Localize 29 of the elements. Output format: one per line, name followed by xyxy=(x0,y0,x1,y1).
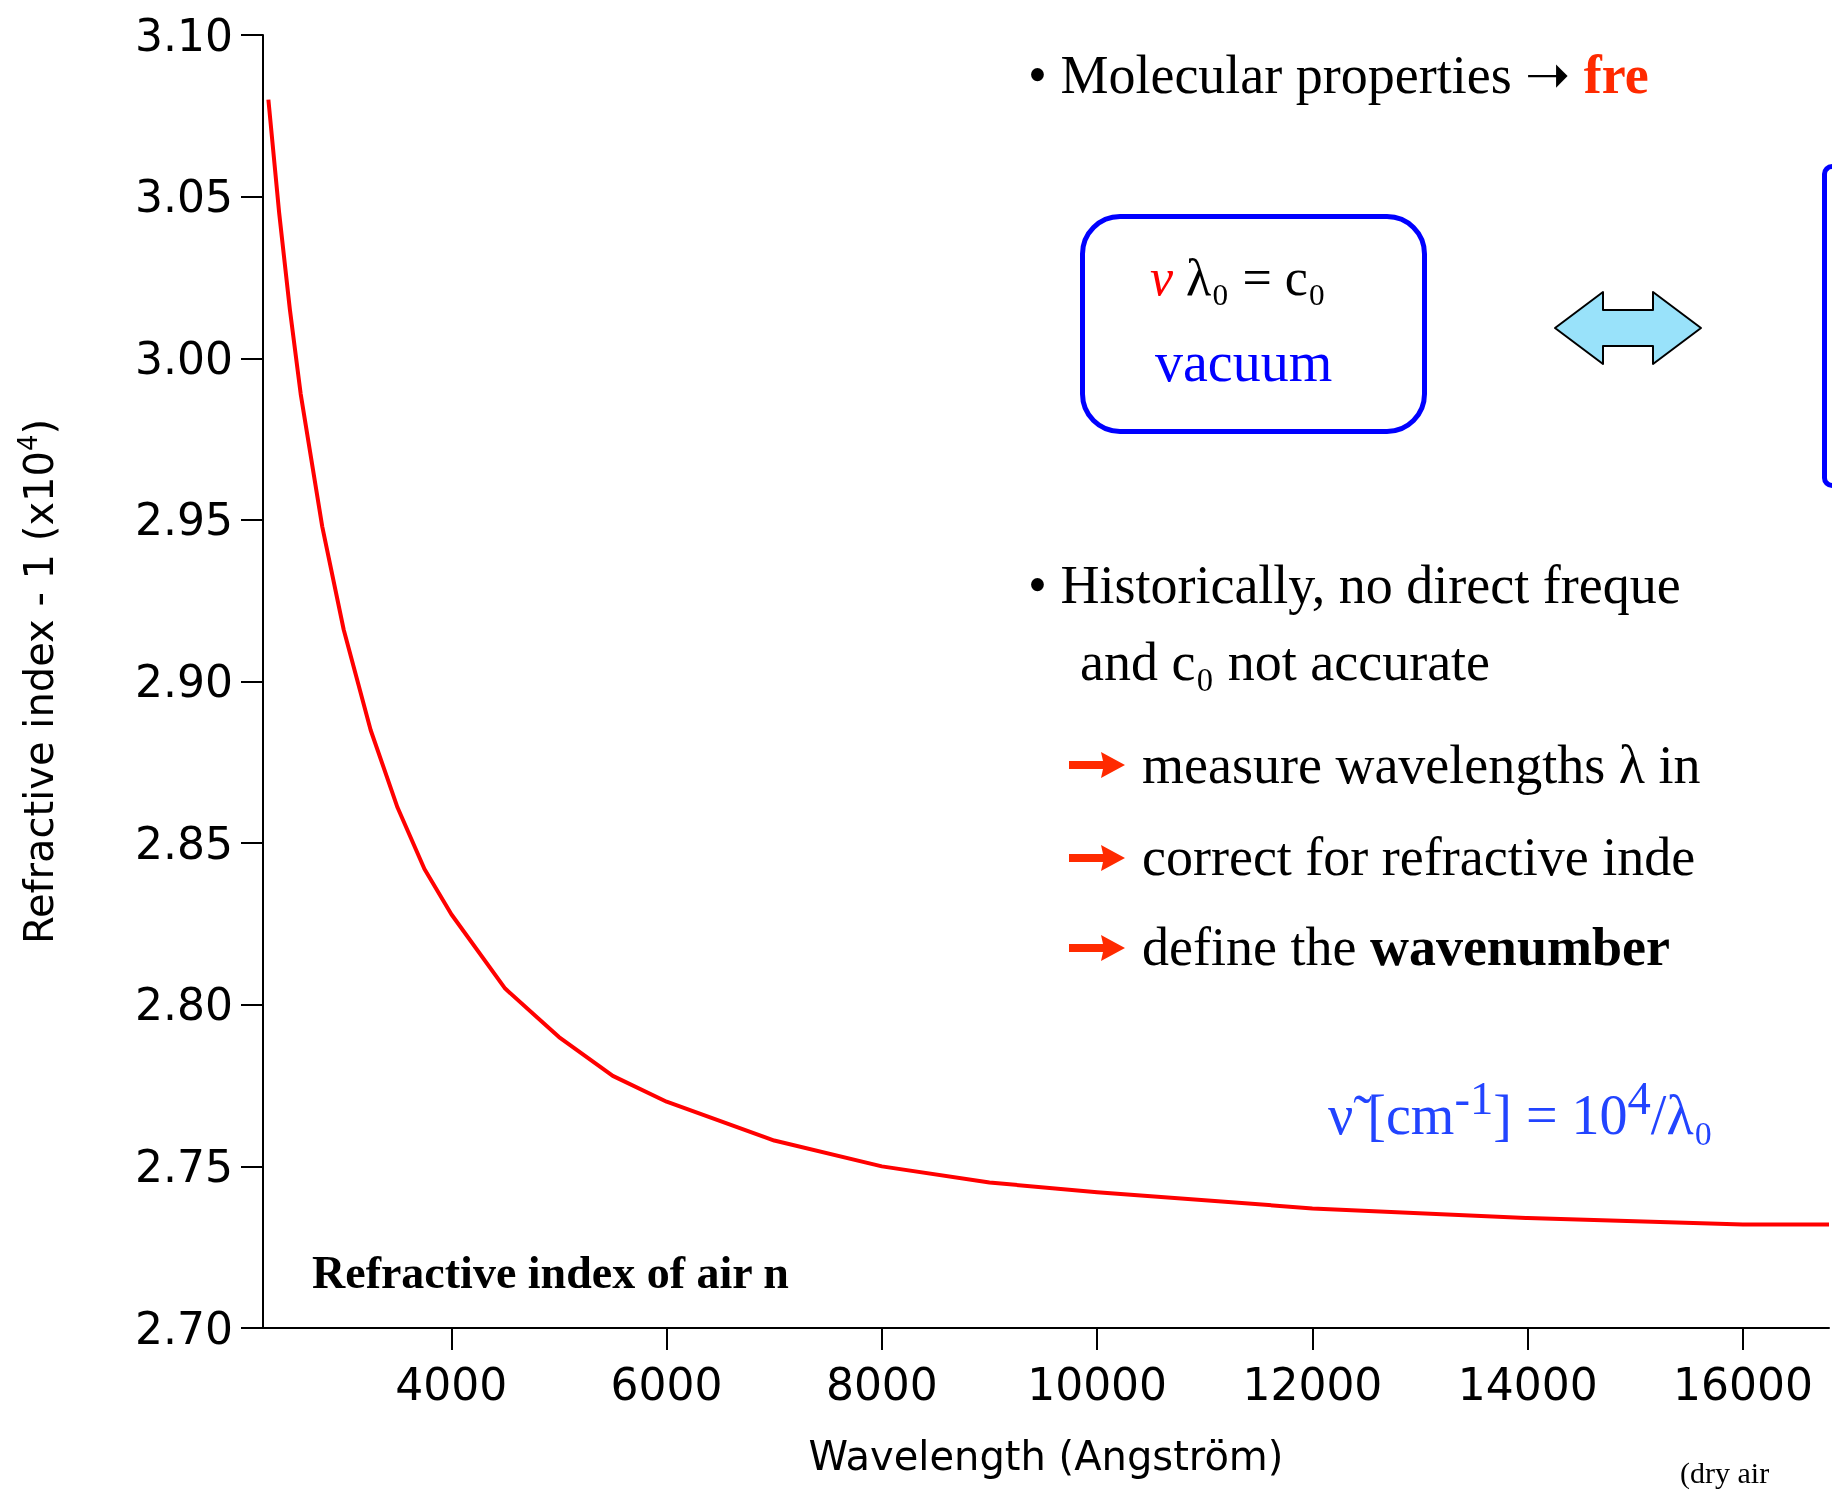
text: Refractive index of air n xyxy=(312,1246,789,1298)
annotation: ν λ₀ = c₀ xyxy=(1150,249,1326,306)
x-tick-label: 6000 xyxy=(610,1358,723,1410)
text: (dry air xyxy=(1680,1456,1770,1489)
annotation: vacuum xyxy=(1155,331,1333,393)
x-tick-label: 16000 xyxy=(1672,1358,1813,1410)
annotation: • Molecular properties ➝ fre xyxy=(1028,45,1649,105)
y-tick-label: 2.85 xyxy=(135,817,233,869)
annotation: measure wavelengths λ in xyxy=(1142,735,1701,795)
annotation: ν̃ [cm$^{-1}$] = 10$^{4}$/λ₀ xyxy=(1328,1072,1714,1146)
x-axis-title: Wavelength (Angström) xyxy=(808,1433,1284,1479)
y-axis-title: Refractive index - 1 (x104) xyxy=(13,418,62,945)
y-tick-label: 2.70 xyxy=(135,1302,233,1354)
y-tick-label: 2.80 xyxy=(135,979,233,1031)
y-tick-label: 2.75 xyxy=(135,1140,233,1192)
x-tick-label: 8000 xyxy=(825,1358,938,1410)
annotation: define the wavenumber xyxy=(1142,917,1670,977)
y-tick-label: 3.00 xyxy=(135,332,233,384)
x-tick-label: 4000 xyxy=(395,1358,508,1410)
x-tick-label: 14000 xyxy=(1457,1358,1598,1410)
y-tick-label: 3.05 xyxy=(135,171,233,223)
annotation: and c₀ not accurate xyxy=(1080,632,1491,692)
y-tick-label: 3.10 xyxy=(135,9,233,61)
x-tick-label: 12000 xyxy=(1242,1358,1383,1410)
y-tick-label: 2.95 xyxy=(135,494,233,546)
annotation: • Historically, no direct freque xyxy=(1028,555,1681,615)
annotation: correct for refractive inde xyxy=(1142,827,1696,887)
y-tick-label: 2.90 xyxy=(135,656,233,707)
x-tick-label: 10000 xyxy=(1027,1358,1168,1410)
